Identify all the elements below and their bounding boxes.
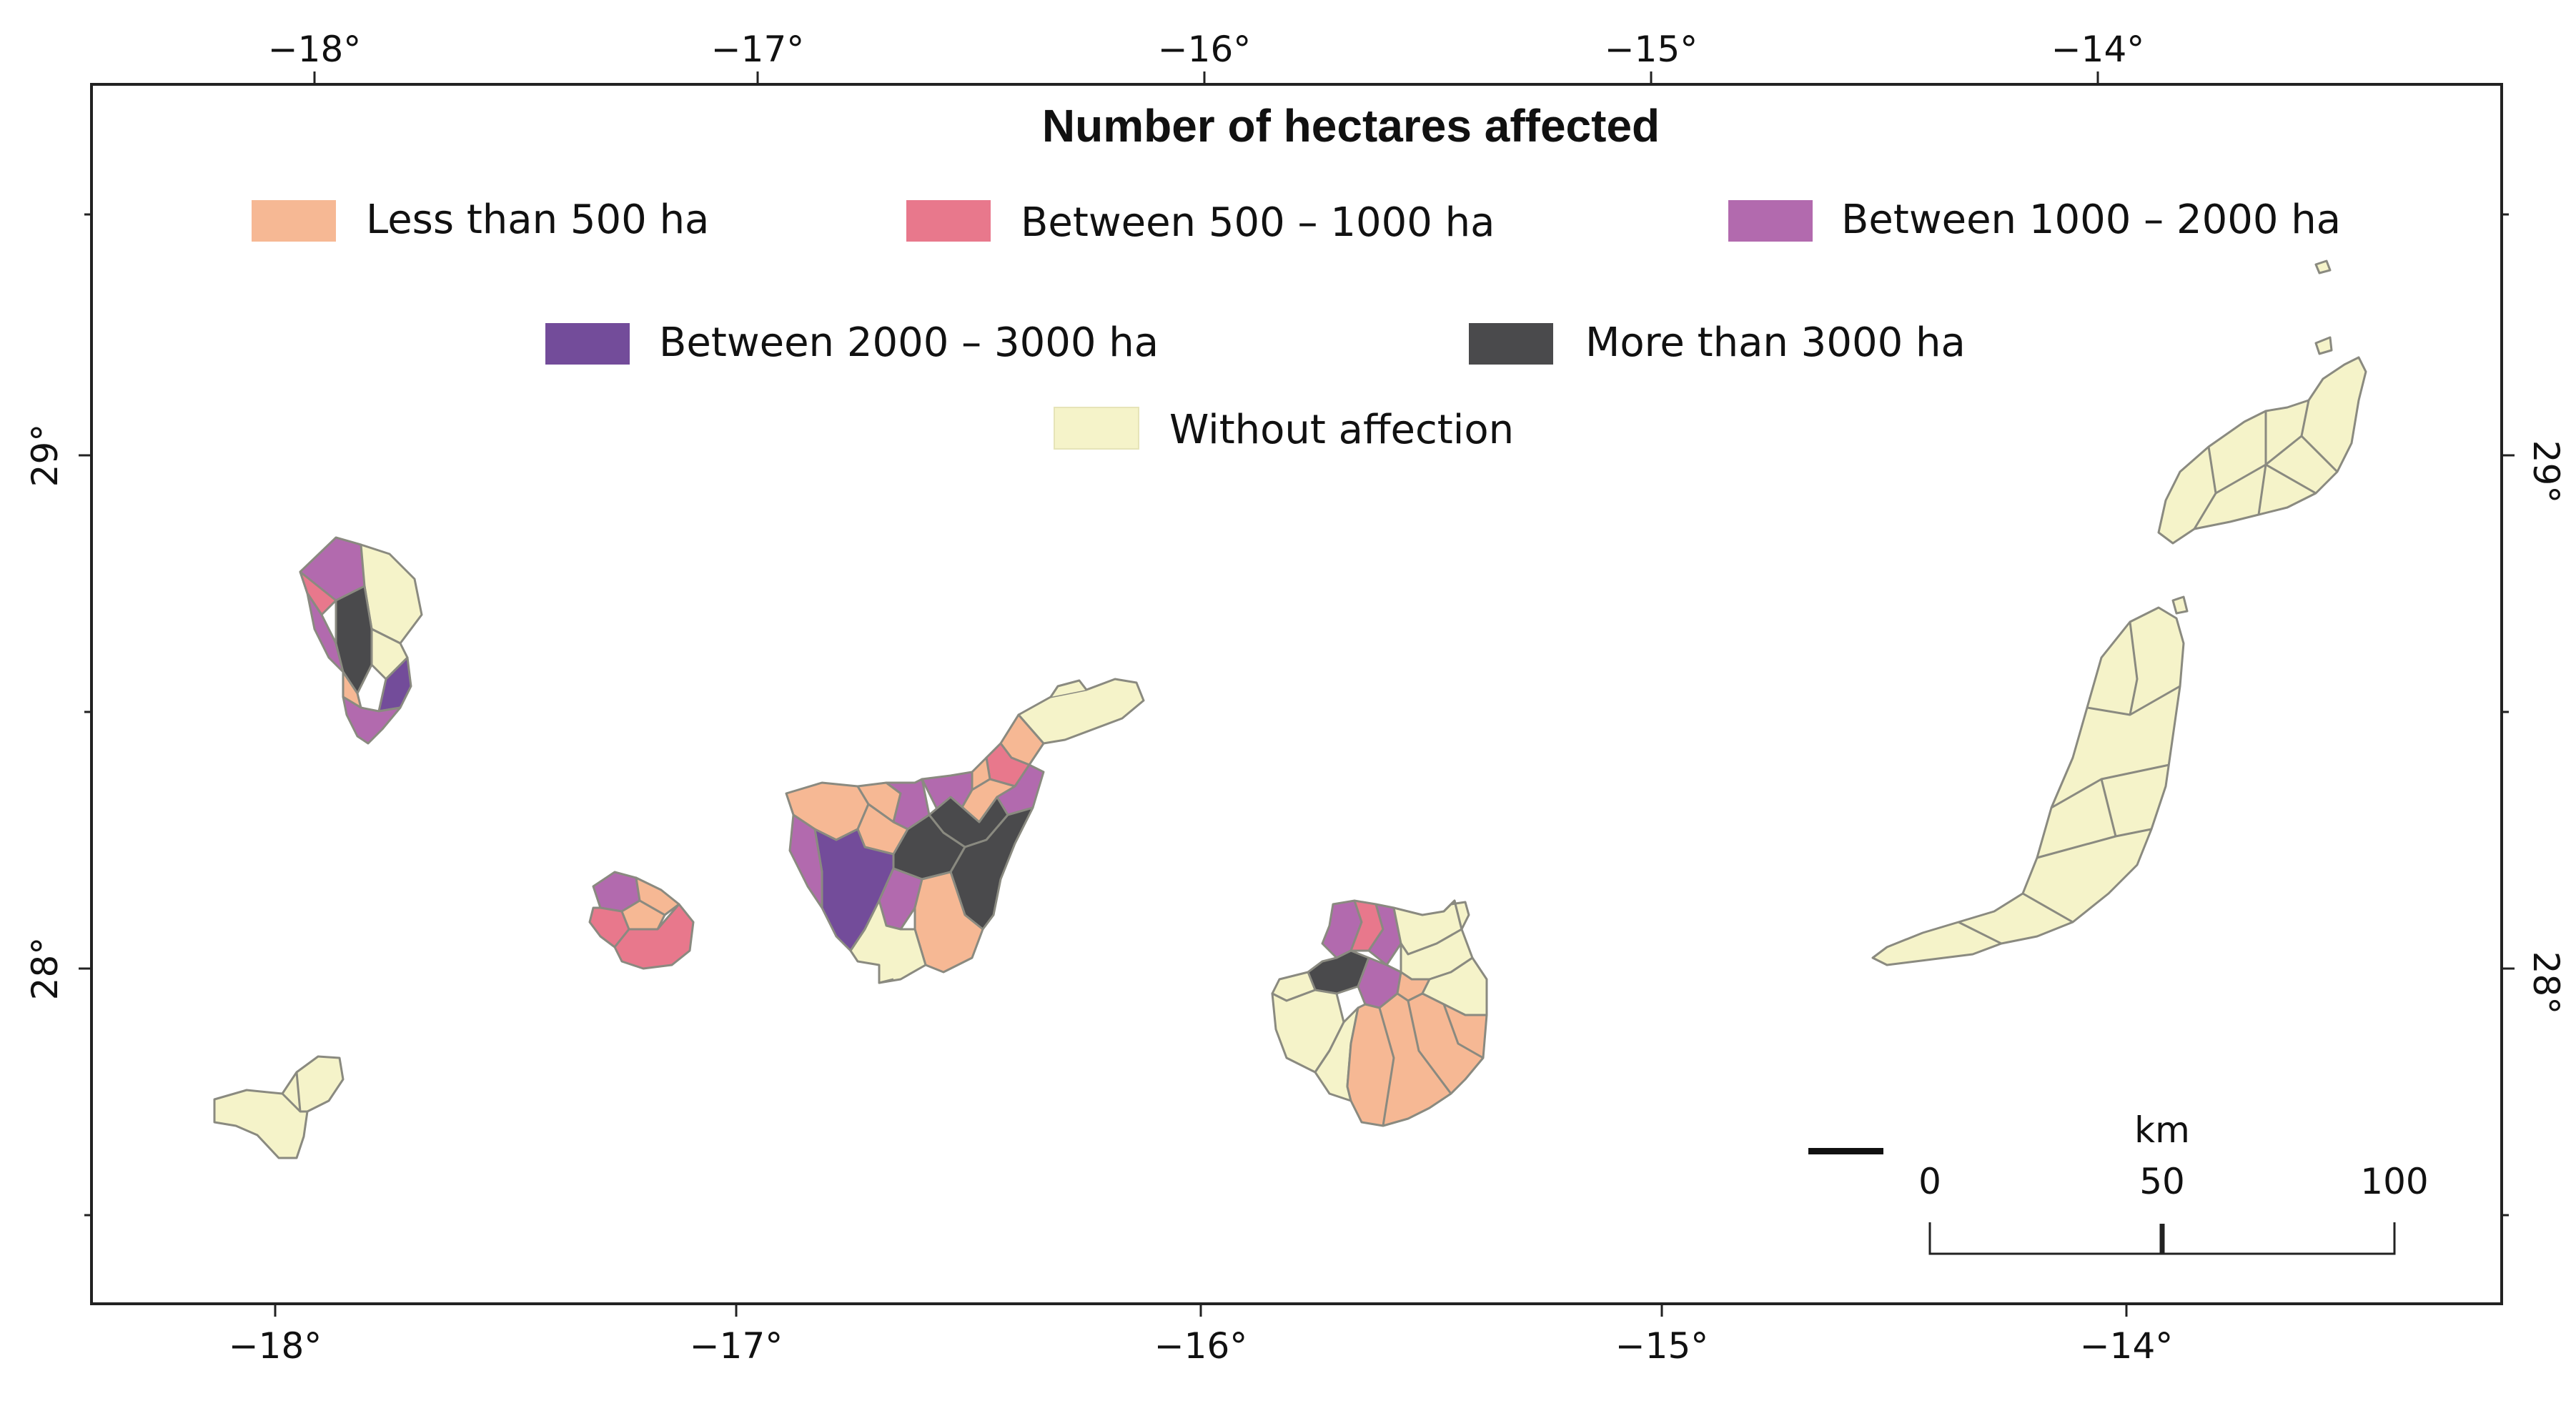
scale-unit: km bbox=[2134, 1109, 2190, 1151]
right-tick-label: 29° bbox=[2525, 440, 2567, 504]
top-tick-label: −16° bbox=[1158, 29, 1252, 70]
island-la-gomera bbox=[588, 871, 695, 970]
left-tick-label: 29° bbox=[24, 424, 66, 487]
bottom-tick-label: −18° bbox=[229, 1325, 322, 1367]
legend-swatch-2000-3000 bbox=[545, 323, 630, 365]
top-tick-label: −15° bbox=[1605, 29, 1698, 70]
legend-swatch-more-3000 bbox=[1469, 323, 1553, 365]
map-title: Number of hectares affected bbox=[1042, 100, 1660, 152]
island-fuerteventura bbox=[1871, 595, 2189, 966]
legend-swatch-500-1000 bbox=[906, 200, 991, 242]
right-tick-label: 28° bbox=[2525, 951, 2567, 1015]
top-tick-label: −18° bbox=[268, 29, 362, 70]
legend-swatch-1000-2000 bbox=[1728, 200, 1813, 242]
bottom-tick-label: −16° bbox=[1154, 1325, 1248, 1367]
island-gran-canaria bbox=[1271, 899, 1488, 1127]
scale-label-50: 50 bbox=[2139, 1161, 2185, 1202]
scale-bar: km 0 50 100 bbox=[1808, 1109, 2429, 1255]
legend-label: Without affection bbox=[1169, 407, 1514, 453]
scale-mark bbox=[1808, 1148, 1883, 1154]
legend-label: Less than 500 ha bbox=[366, 197, 709, 243]
tick-marks bbox=[79, 71, 2515, 1317]
legend-label: Between 2000 – 3000 ha bbox=[659, 320, 1159, 366]
scale-label-0: 0 bbox=[1918, 1161, 1941, 1202]
top-tick-label: −14° bbox=[2051, 29, 2145, 70]
legend: Less than 500 ha Between 500 – 1000 ha B… bbox=[252, 197, 2341, 453]
legend-label: More than 3000 ha bbox=[1585, 320, 1966, 366]
island-tenerife bbox=[785, 678, 1145, 984]
scale-label-100: 100 bbox=[2360, 1161, 2428, 1202]
top-tick-label: −17° bbox=[711, 29, 805, 70]
legend-label: Between 500 – 1000 ha bbox=[1021, 199, 1495, 246]
legend-swatch-without bbox=[1054, 407, 1139, 450]
left-tick-label: 28° bbox=[24, 937, 66, 1001]
legend-label: Between 1000 – 2000 ha bbox=[1841, 197, 2341, 243]
legend-swatch-less-500 bbox=[252, 200, 336, 242]
island-la-palma bbox=[299, 536, 423, 745]
island-el-hierro bbox=[213, 1055, 345, 1159]
island-lanzarote bbox=[2157, 259, 2367, 545]
bottom-tick-label: −17° bbox=[690, 1325, 783, 1367]
bottom-tick-label: −14° bbox=[2080, 1325, 2174, 1367]
bottom-tick-label: −15° bbox=[1615, 1325, 1709, 1367]
